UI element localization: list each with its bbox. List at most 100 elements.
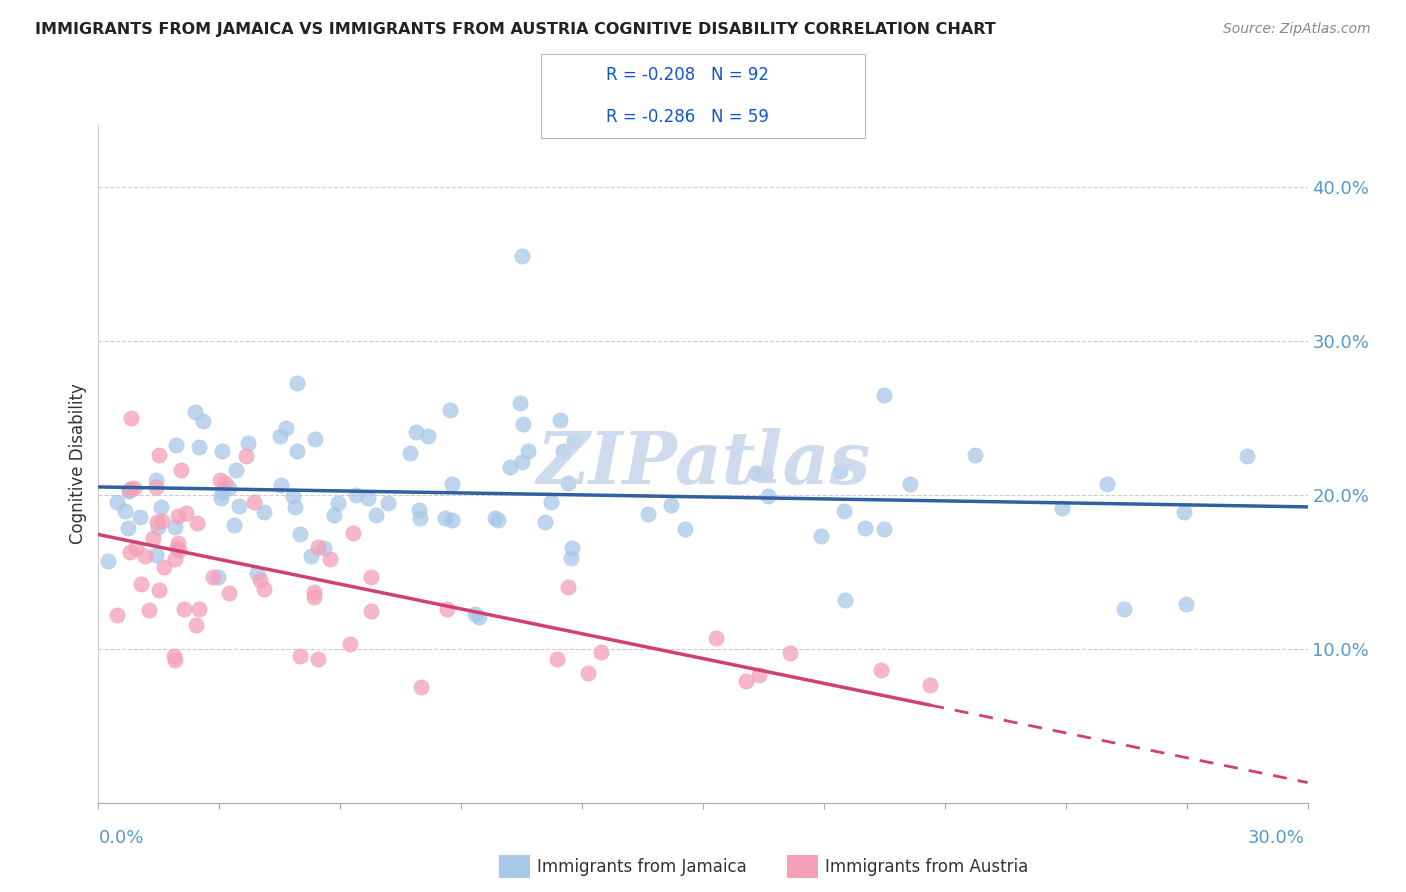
Point bbox=[832, 504, 855, 518]
Point bbox=[209, 473, 232, 487]
Point bbox=[360, 570, 382, 584]
Point bbox=[299, 549, 322, 564]
Text: IMMIGRANTS FROM JAMAICA VS IMMIGRANTS FROM AUSTRIA COGNITIVE DISABILITY CORRELAT: IMMIGRANTS FROM JAMAICA VS IMMIGRANTS FR… bbox=[35, 22, 995, 37]
Point bbox=[302, 590, 325, 604]
Point bbox=[120, 410, 142, 425]
Point bbox=[148, 582, 170, 597]
Point bbox=[211, 484, 233, 499]
Point bbox=[142, 531, 165, 545]
Point bbox=[165, 551, 187, 566]
Point bbox=[965, 448, 987, 462]
Point bbox=[148, 520, 170, 534]
Point bbox=[283, 489, 305, 503]
Point bbox=[326, 496, 349, 510]
Point bbox=[173, 601, 195, 615]
Point bbox=[357, 491, 380, 505]
Point bbox=[499, 460, 522, 475]
Point bbox=[1236, 449, 1258, 463]
Point bbox=[551, 443, 574, 458]
Point bbox=[145, 474, 167, 488]
Point bbox=[307, 652, 329, 666]
Point bbox=[105, 494, 128, 508]
Point bbox=[276, 421, 298, 435]
Text: Immigrants from Austria: Immigrants from Austria bbox=[825, 858, 1029, 876]
Point bbox=[869, 663, 891, 677]
Point bbox=[187, 440, 209, 454]
Point bbox=[562, 434, 585, 448]
Text: R = -0.286   N = 59: R = -0.286 N = 59 bbox=[606, 108, 769, 126]
Point bbox=[243, 495, 266, 509]
Point bbox=[145, 480, 167, 494]
Text: ZIPatlas: ZIPatlas bbox=[536, 428, 870, 500]
Text: R = -0.208   N = 92: R = -0.208 N = 92 bbox=[606, 66, 769, 84]
Point bbox=[167, 543, 190, 558]
Point bbox=[510, 249, 533, 263]
Point bbox=[285, 444, 308, 458]
Y-axis label: Cognitive Disability: Cognitive Disability bbox=[69, 384, 87, 544]
Point bbox=[873, 387, 896, 401]
Point bbox=[118, 484, 141, 499]
Point bbox=[162, 649, 184, 664]
Point bbox=[748, 668, 770, 682]
Point bbox=[561, 541, 583, 556]
Point bbox=[366, 508, 388, 522]
Point bbox=[540, 495, 562, 509]
Point bbox=[745, 466, 768, 480]
Point bbox=[202, 569, 225, 583]
Point bbox=[235, 449, 257, 463]
Point bbox=[560, 550, 582, 565]
Point bbox=[853, 521, 876, 535]
Point bbox=[557, 475, 579, 490]
Point bbox=[218, 481, 240, 495]
Point bbox=[468, 610, 491, 624]
Point bbox=[165, 653, 187, 667]
Point bbox=[360, 604, 382, 618]
Point bbox=[117, 521, 139, 535]
Point bbox=[284, 500, 307, 515]
Point bbox=[224, 518, 246, 533]
Point bbox=[398, 446, 420, 460]
Point bbox=[779, 646, 801, 660]
Point bbox=[534, 515, 557, 529]
Point bbox=[1175, 597, 1198, 611]
Point bbox=[165, 437, 187, 451]
Point bbox=[323, 508, 346, 523]
Point bbox=[184, 617, 207, 632]
Point bbox=[510, 454, 533, 468]
Point bbox=[548, 413, 571, 427]
Point bbox=[339, 638, 361, 652]
Point bbox=[304, 585, 326, 599]
Point bbox=[225, 463, 247, 477]
Point bbox=[167, 536, 190, 550]
Point bbox=[129, 510, 152, 524]
Point bbox=[440, 477, 463, 491]
Point bbox=[207, 569, 229, 583]
Point bbox=[125, 541, 148, 556]
Point bbox=[920, 678, 942, 692]
Point bbox=[166, 541, 188, 555]
Point bbox=[344, 488, 367, 502]
Point bbox=[218, 586, 240, 600]
Point bbox=[405, 425, 427, 440]
Point bbox=[589, 645, 612, 659]
Point bbox=[734, 674, 756, 689]
Point bbox=[408, 502, 430, 516]
Point bbox=[120, 482, 142, 496]
Point bbox=[377, 496, 399, 510]
Point bbox=[122, 481, 145, 495]
Point bbox=[236, 436, 259, 450]
Point bbox=[441, 513, 464, 527]
Point bbox=[118, 544, 141, 558]
Point bbox=[1112, 602, 1135, 616]
Point bbox=[409, 680, 432, 694]
Point bbox=[134, 549, 156, 564]
Point bbox=[873, 522, 896, 536]
Point bbox=[704, 632, 727, 646]
Point bbox=[312, 541, 335, 555]
Point bbox=[659, 498, 682, 512]
Point bbox=[152, 560, 174, 574]
Point bbox=[246, 566, 269, 580]
Point bbox=[174, 507, 197, 521]
Point bbox=[166, 509, 188, 524]
Point bbox=[673, 522, 696, 536]
